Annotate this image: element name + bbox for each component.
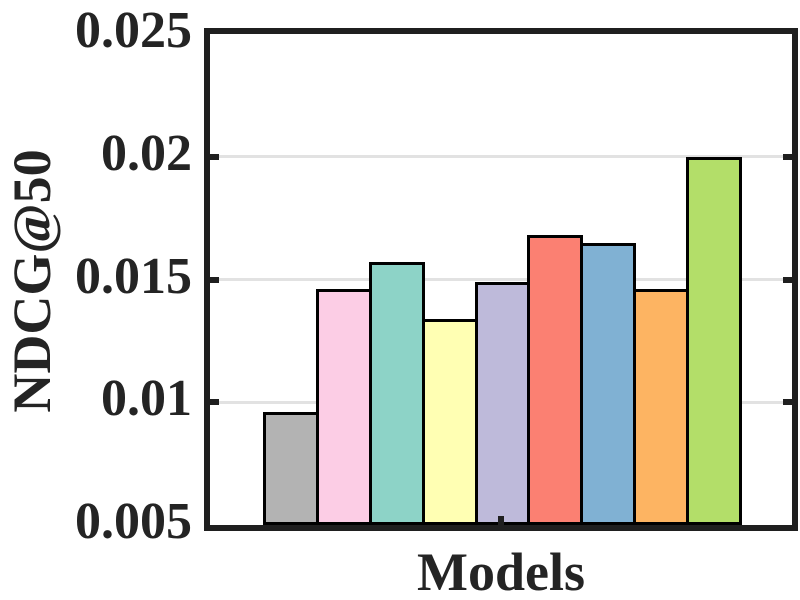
bar-1 <box>263 412 319 525</box>
x-axis-label: Models <box>417 542 585 600</box>
y-tick-label-0.025: 0.025 <box>75 2 192 59</box>
y-tick-right-0.02 <box>783 153 792 160</box>
bar-3 <box>368 262 425 525</box>
y-tick-label-0.005: 0.005 <box>75 493 192 550</box>
y-tick-left-0.015 <box>210 276 219 283</box>
y-tick-left-0.01 <box>210 399 219 406</box>
plot-inner <box>210 34 792 525</box>
y-tick-right-0.01 <box>783 399 792 406</box>
y-tick-label-0.015: 0.015 <box>75 247 192 305</box>
gridline-0.02 <box>210 155 792 159</box>
gridline-0.015 <box>210 278 792 281</box>
plot-area <box>204 28 798 531</box>
bar-4 <box>421 318 478 525</box>
y-tick-label-0.01: 0.01 <box>101 370 192 428</box>
y-tick-left-0.02 <box>210 153 219 160</box>
bar-2 <box>315 289 372 525</box>
y-tick-right-0.015 <box>783 276 792 283</box>
bar-5 <box>474 281 531 525</box>
bar-7 <box>580 242 637 525</box>
bar-9 <box>686 156 742 525</box>
x-tick-center <box>498 516 504 525</box>
bar-8 <box>633 289 690 525</box>
y-tick-label-0.02: 0.02 <box>101 124 192 182</box>
bar-6 <box>527 235 584 525</box>
